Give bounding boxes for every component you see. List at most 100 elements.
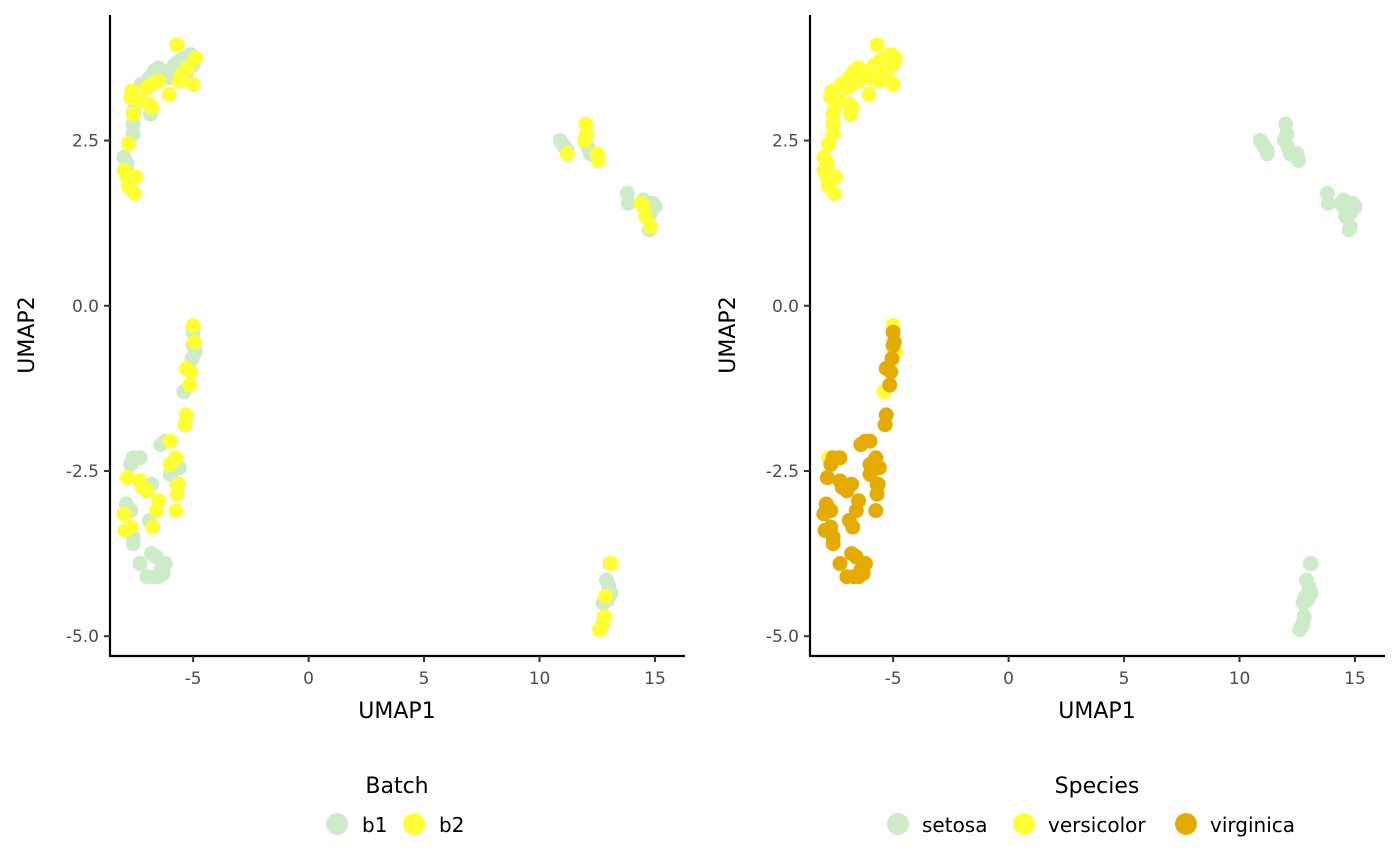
point-b2 [162,456,178,472]
legend-title: Species [1055,774,1140,799]
x-axis-title: UMAP1 [358,699,435,724]
point-setosa [1290,152,1306,168]
point-virginica [832,556,848,571]
legend-label-b2: b2 [439,813,464,837]
point-virginica [841,513,857,528]
point-b2 [182,377,198,393]
point-b2 [597,589,613,604]
x-tick-label: 15 [644,669,666,689]
point-setosa [1342,205,1358,221]
point-versicolor [832,93,848,109]
point-virginica [839,483,855,499]
legend-label-b1: b1 [362,813,387,837]
x-tick-label: 0 [1003,669,1014,689]
point-b2 [185,318,201,334]
legend-batch: Batch b1 b2 [326,774,464,837]
point-b2 [169,486,185,502]
y-tick-label: -2.5 [766,462,799,482]
legend-key-b1 [326,813,348,835]
point-setosa [1303,556,1319,571]
x-tick-label: 5 [1119,669,1130,689]
point-b2 [119,169,135,185]
point-setosa [1297,589,1313,604]
point-virginica [862,433,878,449]
y-tick-label: -5.0 [66,627,99,647]
x-ticks-batch: -5 0 5 10 15 [185,656,666,689]
point-virginica [832,450,848,466]
point-b2 [168,503,184,519]
legend-label-setosa: setosa [922,813,987,837]
point-b2 [119,470,135,486]
legend-label-versicolor: versicolor [1048,813,1146,837]
y-tick-label: 2.5 [72,132,99,152]
point-virginica [868,503,884,519]
point-virginica [877,417,893,433]
point-versicolor [861,86,877,102]
point-b2 [145,519,161,535]
point-b2 [590,152,606,168]
point-b2 [123,519,139,535]
point-b2 [178,361,194,376]
panel-species: 2.5 0.0 -2.5 -5.0 -5 0 5 10 15 UMAP1 UMAP2 Spec… [716,15,1385,837]
point-b1 [132,556,148,571]
point-versicolor [869,37,885,53]
point-virginica [885,337,901,353]
point-b1 [620,195,636,211]
x-tick-label: -5 [885,669,902,689]
point-setosa [1341,222,1357,238]
x-tick-label: 5 [419,669,430,689]
point-versicolor [878,67,894,82]
x-tick-label: 10 [529,669,551,689]
point-b2 [559,146,575,162]
point-b1 [132,450,148,466]
point-setosa [1292,622,1308,638]
point-virginica [855,565,871,581]
points-group-batch [116,37,663,638]
point-b2 [177,417,193,433]
point-virginica [819,470,835,486]
point-virginica [869,486,885,502]
y-tick-label: -2.5 [66,462,99,482]
y-tick-label: -5.0 [766,627,799,647]
y-ticks-batch: 2.5 0.0 -2.5 -5.0 [66,132,110,647]
point-b2 [642,219,658,234]
y-tick-label: 0.0 [72,297,99,317]
point-b2 [162,433,178,449]
point-versicolor [826,185,842,201]
x-tick-label: 10 [1229,669,1251,689]
point-b2 [148,503,164,519]
point-b2 [161,86,177,102]
point-b2 [592,622,608,638]
point-b2 [151,73,166,89]
x-axis-title: UMAP1 [1058,699,1135,724]
legend-key-setosa [887,813,909,835]
legend-label-virginica: virginica [1210,813,1295,837]
point-b2 [179,60,195,76]
point-virginica [878,361,894,376]
point-b2 [139,483,155,499]
point-virginica [882,377,898,393]
point-b2 [186,334,202,350]
point-virginica [839,569,855,585]
point-b2 [116,506,132,522]
point-b1 [139,569,155,585]
x-tick-label: 0 [303,669,314,689]
y-ticks-species: 2.5 0.0 -2.5 -5.0 [766,132,810,647]
point-setosa [1320,195,1336,211]
point-versicolor [819,156,835,172]
x-tick-label: -5 [185,669,202,689]
panel-batch: 2.5 0.0 -2.5 -5.0 -5 0 5 10 15 UMAP1 UMAP2 Batc… [15,15,685,837]
point-b2 [577,133,592,149]
x-ticks-species: -5 0 5 10 15 [885,656,1366,689]
point-b2 [126,185,142,201]
y-axis-title: UMAP2 [716,296,741,373]
legend-species: Species setosa versicolor virginica [887,774,1295,837]
point-b2 [121,136,136,152]
legend-title: Batch [365,774,428,799]
point-b2 [132,93,148,109]
point-b2 [185,76,201,92]
points-group-species [816,37,1363,638]
point-b1 [144,546,160,562]
x-tick-label: 15 [1344,669,1366,689]
